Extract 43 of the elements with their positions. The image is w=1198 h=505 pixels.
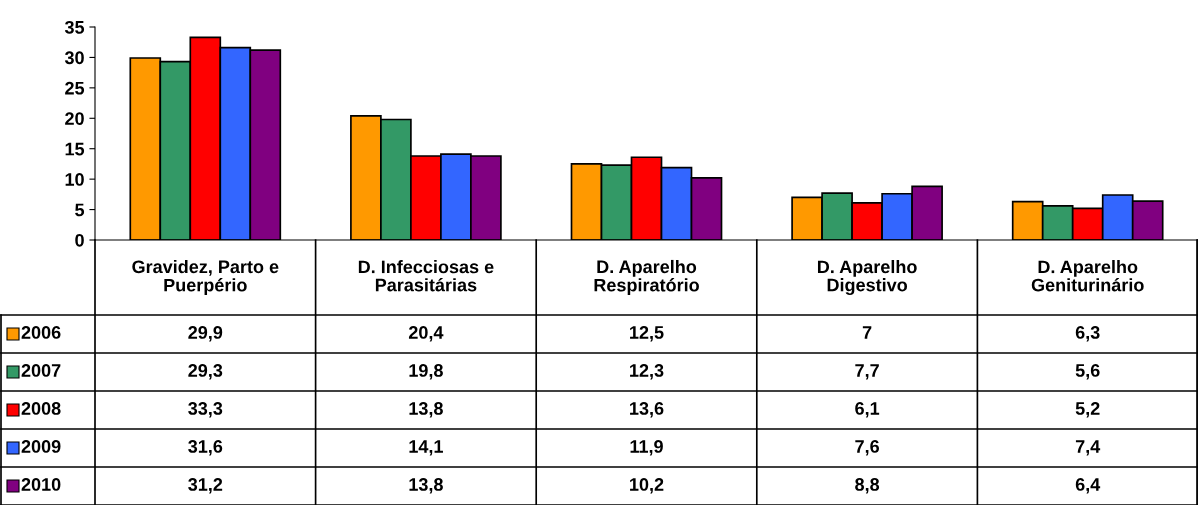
data-label: 8,8 [855,478,880,494]
x-tick-label: D. Aparelho Geniturinário [1031,260,1144,292]
data-label: 7 [862,326,872,339]
data-label: 13,8 [409,478,443,494]
x-tick-label: D. Aparelho Digestivo [817,259,917,296]
x-tick-label: D. Infecciosas e Parasitárias [358,260,494,292]
data-label: 19,8 [409,364,443,380]
data-label: 11,9 [630,440,663,456]
data-label: 29,3 [188,364,223,380]
data-label: 5,2 [1075,402,1100,418]
legend-label: 2008 [21,402,61,415]
y-tick-label: 5 [75,203,85,217]
data-label: 29,9 [188,326,223,342]
legend-label: 2007 [21,364,61,377]
data-label: 14,1 [409,440,443,456]
y-tick-label: 30 [64,51,84,65]
x-tick-label: D. Aparelho Respiratório [594,259,699,296]
data-label: 10,2 [630,478,664,494]
data-label: 12,5 [630,326,664,342]
legend-label: 2009 [21,440,61,453]
data-label: 6,1 [855,402,880,418]
data-label: 20,4 [408,326,444,342]
y-tick-label: 25 [65,81,85,95]
data-label: 33,3 [188,402,223,418]
data-label: 6,4 [1075,478,1101,494]
y-tick-label: 35 [64,20,85,34]
data-label: 7,4 [1075,440,1101,456]
legend-label: 2010 [21,478,61,491]
y-tick-label: 20 [65,112,84,126]
data-label: 13,6 [630,402,664,418]
data-label: 7,7 [855,364,879,380]
x-tick-label: Gravidez, Parto e Puerpério [132,259,279,296]
data-label: 13,8 [409,402,443,418]
data-label: 5,6 [1075,364,1100,380]
data-label: 12,3 [630,364,664,380]
data-label: 7,6 [855,440,879,456]
y-tick-label: 10 [65,173,84,186]
y-tick-label: 0 [75,233,84,247]
data-label: 6,3 [1075,326,1100,342]
y-tick-label: 15 [65,142,85,156]
data-label: 31,6 [188,440,223,456]
legend-label: 2006 [21,326,61,339]
data-label: 31,2 [188,478,223,494]
